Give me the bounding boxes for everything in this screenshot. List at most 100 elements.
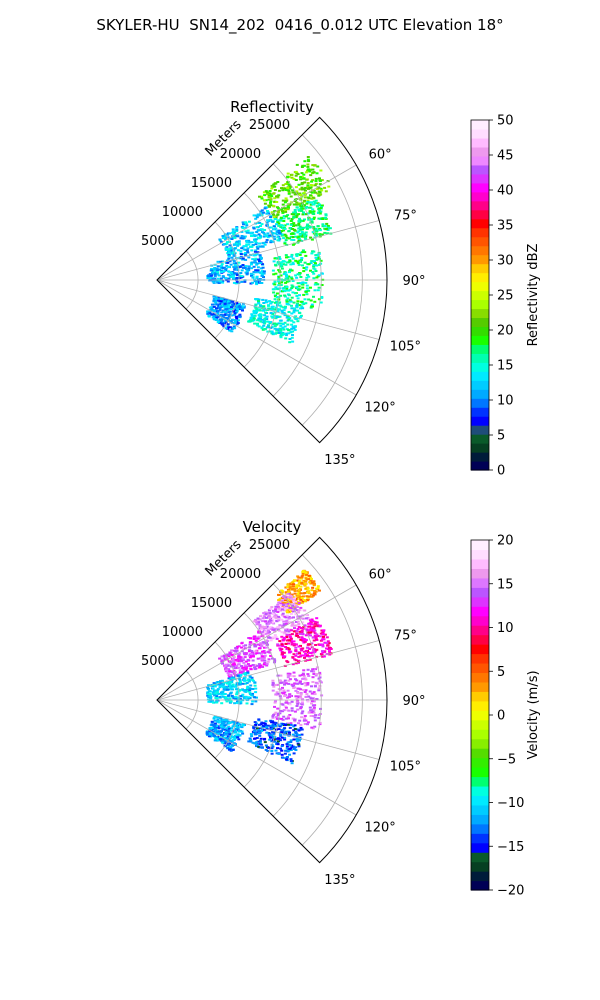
echo-pixel [305, 573, 309, 576]
echo-pixel [294, 654, 298, 657]
echo-pixel [277, 280, 281, 283]
echo-pixel [292, 725, 296, 728]
echo-pixel [285, 639, 289, 642]
echo-pixel [326, 226, 330, 229]
echo-pixel [265, 318, 269, 320]
echo-pixel [245, 665, 249, 668]
echo-pixel [298, 632, 302, 635]
echo-pixel [286, 723, 290, 726]
echo-pixel [235, 302, 239, 305]
echo-pixel [302, 650, 306, 653]
echo-pixel [257, 302, 261, 305]
echo-pixel [262, 324, 266, 327]
echo-pixel [284, 210, 288, 213]
echo-pixel [265, 622, 269, 625]
echo-pixel [284, 630, 288, 633]
colorbar-segment [471, 461, 489, 471]
echo-pixel [297, 591, 301, 594]
echo-pixel [301, 249, 305, 252]
echo-pixel [316, 585, 320, 588]
echo-pixel [284, 591, 288, 594]
echo-pixel [233, 265, 237, 268]
echo-pixel [271, 723, 275, 726]
echo-pixel [257, 745, 261, 748]
echo-pixel [274, 272, 278, 275]
echo-pixel [234, 720, 237, 723]
echo-pixel [306, 273, 309, 276]
echo-pixel [268, 616, 271, 619]
echo-pixel [253, 681, 257, 684]
echo-pixel [291, 685, 295, 687]
echo-pixel [259, 657, 263, 660]
echo-pixel [243, 235, 247, 238]
radial-tick-label: 15000 [191, 176, 232, 191]
echo-pixel [238, 266, 242, 268]
echo-pixel [242, 668, 246, 671]
echo-pixel [328, 653, 332, 656]
echo-pixel [254, 261, 257, 264]
colorbar-tick-label: 0 [497, 709, 505, 724]
echo-pixel [310, 201, 313, 204]
echo-pixel [287, 674, 291, 677]
echo-pixel [287, 289, 291, 292]
echo-pixel [283, 695, 287, 698]
echo-pixel [270, 606, 274, 609]
echo-pixel [277, 189, 281, 192]
echo-pixel [226, 236, 230, 239]
echo-pixel [224, 308, 228, 311]
echo-pixel [223, 302, 227, 305]
echo-pixel [211, 687, 215, 690]
echo-pixel [293, 229, 297, 232]
echo-pixel [289, 616, 293, 619]
echo-pixel [288, 672, 292, 675]
echo-pixel [270, 235, 274, 238]
echo-pixel [287, 606, 291, 609]
echo-pixel [263, 662, 267, 664]
echo-pixel [240, 660, 244, 663]
echo-pixel [221, 735, 224, 738]
echo-pixel [312, 715, 316, 718]
echo-pixel [297, 602, 301, 605]
echo-pixel [234, 697, 238, 700]
echo-pixel [251, 281, 254, 284]
radial-tick-label: 20000 [220, 567, 261, 582]
echo-pixel [263, 314, 267, 317]
echo-pixel [281, 703, 285, 706]
echo-pixel [267, 615, 271, 617]
echo-pixel [291, 585, 295, 588]
echo-pixel [274, 286, 278, 289]
echo-pixel [277, 331, 281, 334]
echo-pixel [267, 620, 271, 623]
echo-pixel [246, 229, 250, 232]
echo-pixel [229, 729, 233, 732]
echo-pixel [262, 276, 265, 278]
echo-pixel [284, 189, 288, 191]
echo-pixel [281, 756, 285, 759]
echo-pixel [251, 694, 255, 697]
echo-pixel [267, 732, 271, 734]
echo-pixel [244, 652, 248, 655]
echo-pixel [310, 726, 314, 729]
echo-pixel [291, 263, 295, 266]
echo-pixel [305, 202, 309, 205]
echo-pixel [255, 696, 258, 699]
echo-pixel [279, 261, 283, 264]
echo-pixel [298, 694, 302, 697]
echo-pixel [263, 243, 267, 246]
echo-pixel [257, 718, 261, 721]
echo-pixel [227, 277, 231, 280]
echo-pixel [241, 724, 245, 727]
echo-pixel [214, 310, 218, 313]
echo-pixel [228, 329, 232, 332]
echo-pixel [271, 312, 275, 315]
echo-pixel [252, 227, 256, 230]
echo-pixel [215, 683, 219, 686]
echo-pixel [302, 293, 306, 296]
echo-pixel [298, 312, 302, 314]
angle-tick-label: 105° [390, 759, 421, 774]
echo-pixel [287, 275, 291, 278]
echo-pixel [314, 714, 318, 717]
echo-pixel [305, 654, 309, 657]
echo-pixel [288, 748, 292, 750]
echo-pixel [246, 679, 250, 682]
